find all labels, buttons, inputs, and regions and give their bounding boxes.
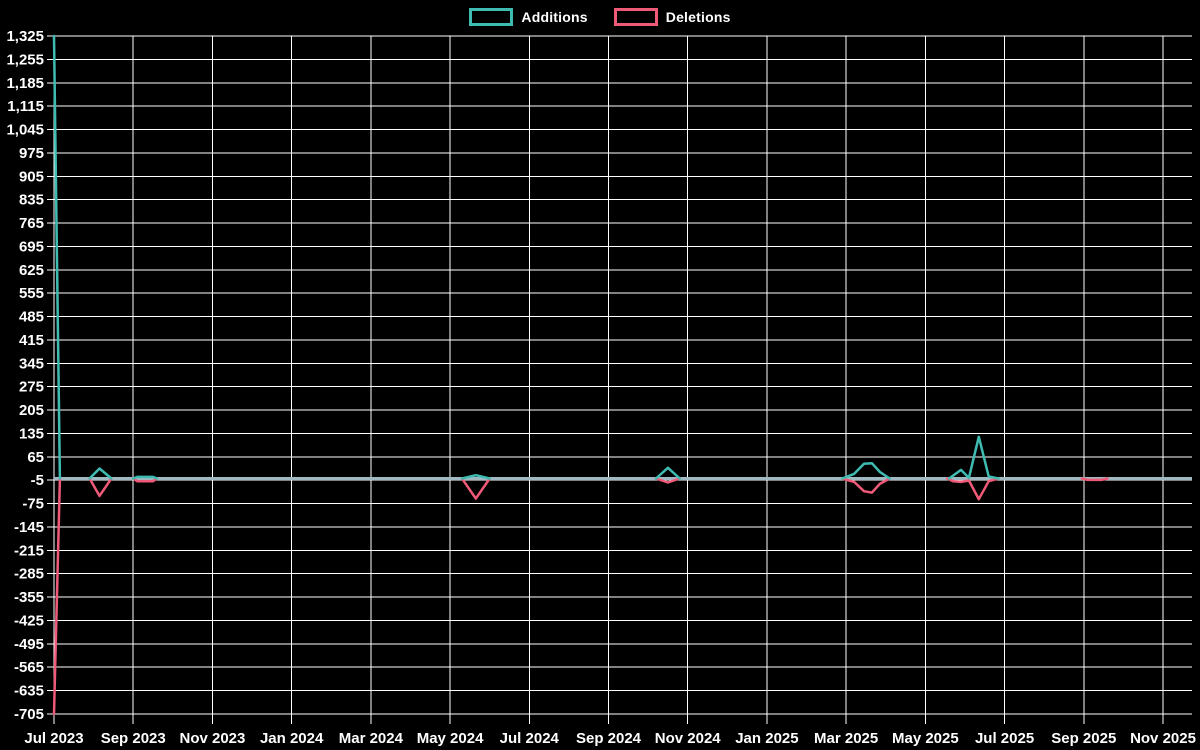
x-tick-label: Nov 2023 — [179, 730, 245, 747]
x-tick-label: Sep 2023 — [101, 730, 166, 747]
additions-line-segment — [840, 461, 891, 480]
deletions-line-segment — [131, 477, 159, 483]
y-tick-label: 275 — [19, 379, 44, 396]
additions-line-segment — [654, 466, 682, 480]
deletions-line-segment — [840, 477, 891, 494]
y-tick-label: -565 — [14, 659, 44, 676]
y-tick-label: -75 — [22, 496, 44, 513]
y-tick-label: 485 — [19, 309, 44, 326]
x-tick-label: Sep 2024 — [576, 730, 642, 747]
y-tick-label: 1,325 — [6, 28, 44, 45]
additions-line-segment — [88, 467, 113, 480]
y-tick-label: -495 — [14, 636, 44, 653]
deletions-line-segment — [460, 477, 491, 500]
x-tick-label: Jan 2024 — [260, 730, 324, 747]
deletions-line-segment — [945, 477, 1000, 501]
legend-label-additions: Additions — [521, 9, 588, 25]
legend-item-deletions[interactable]: Deletions — [613, 8, 731, 26]
y-tick-label: 65 — [27, 449, 44, 466]
x-tick-label: Jul 2024 — [500, 730, 560, 747]
x-tick-label: Nov 2024 — [655, 730, 722, 747]
x-tick-label: Jul 2025 — [975, 730, 1034, 747]
y-tick-label: 625 — [19, 262, 44, 279]
additions-line-segment — [52, 34, 62, 480]
y-tick-label: 555 — [19, 285, 44, 302]
y-tick-label: -425 — [14, 612, 44, 629]
legend-item-additions[interactable]: Additions — [469, 8, 588, 26]
y-tick-label: -215 — [14, 542, 44, 559]
chart-legend: Additions Deletions — [0, 8, 1200, 26]
deletions-line-segment — [1080, 477, 1109, 482]
x-tick-label: Mar 2025 — [814, 730, 878, 747]
deletions-line-segment — [654, 477, 682, 484]
additions-line-segment — [131, 475, 159, 480]
y-tick-label: 975 — [19, 145, 44, 162]
y-tick-label: 1,185 — [6, 75, 44, 92]
x-tick-label: Jul 2023 — [24, 730, 83, 747]
y-tick-label: 205 — [19, 402, 44, 419]
legend-label-deletions: Deletions — [665, 9, 731, 25]
x-tick-label: Jan 2025 — [735, 730, 798, 747]
y-tick-label: -705 — [14, 706, 44, 723]
additions-line-segment — [460, 473, 491, 480]
deletions-line-segment — [88, 477, 113, 498]
x-tick-label: Sep 2025 — [1051, 730, 1116, 747]
deletions-line-segment — [52, 477, 62, 716]
y-tick-label: 1,115 — [7, 98, 44, 115]
x-tick-label: Mar 2024 — [339, 730, 404, 747]
additions-swatch-icon — [469, 8, 514, 26]
additions-line-segment — [947, 435, 1000, 480]
y-tick-label: 835 — [19, 192, 44, 209]
y-tick-label: -285 — [14, 566, 44, 583]
y-tick-label: 1,045 — [6, 122, 44, 139]
y-tick-label: -145 — [14, 519, 44, 536]
x-tick-label: May 2024 — [417, 730, 484, 747]
y-tick-label: -5 — [31, 472, 44, 489]
y-tick-label: 905 — [19, 168, 44, 185]
y-tick-label: 1,255 — [6, 51, 44, 68]
y-tick-label: 765 — [19, 215, 44, 232]
y-tick-label: 345 — [19, 355, 44, 372]
x-tick-label: Nov 2025 — [1130, 730, 1196, 747]
y-tick-label: -355 — [14, 589, 44, 606]
y-tick-label: 135 — [19, 425, 44, 442]
y-tick-label: 415 — [19, 332, 44, 349]
y-tick-label: -635 — [14, 683, 44, 700]
x-tick-label: May 2025 — [892, 730, 959, 747]
deletions-swatch-icon — [613, 8, 658, 26]
y-tick-label: 695 — [19, 238, 44, 255]
